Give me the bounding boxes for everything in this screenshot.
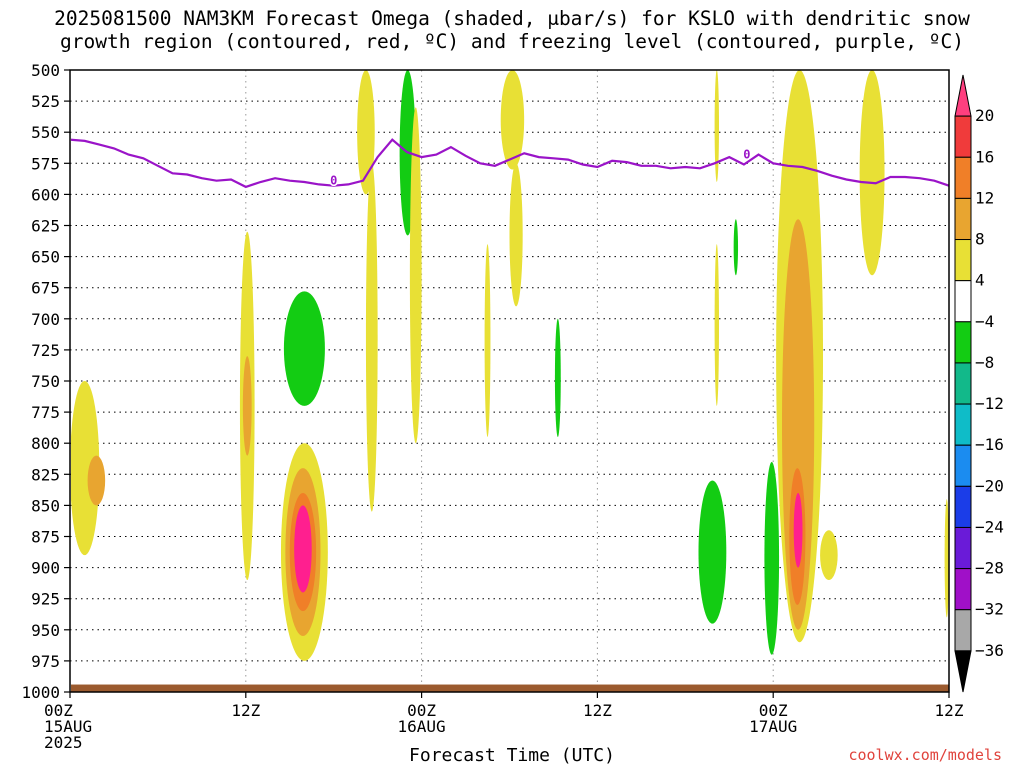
omega-region <box>294 505 312 593</box>
colorbar-bin <box>954 362 972 405</box>
y-tick-label: 500 <box>31 61 60 80</box>
x-tick-label: 17AUG <box>749 717 797 736</box>
freezing-level-contour: 00 <box>71 138 949 189</box>
colorbar-bin <box>954 444 972 487</box>
x-tick-label: 12Z <box>583 701 612 720</box>
colorbar-label: 12 <box>975 188 994 207</box>
omega-region <box>500 70 525 170</box>
y-tick-label: 975 <box>31 652 60 671</box>
y-tick-label: 525 <box>31 92 60 111</box>
colorbar-bin <box>954 485 972 528</box>
terrain-surface <box>71 684 949 692</box>
omega-region <box>509 163 523 307</box>
x-tick-label: 2025 <box>44 733 83 752</box>
y-tick-label: 600 <box>31 185 60 204</box>
omega-region <box>944 499 949 618</box>
x-tick-label: 00Z <box>44 701 73 720</box>
colorbar-label: −4 <box>975 312 994 331</box>
omega-region <box>733 219 739 276</box>
y-axis-ticks: 500 525 550 575 600 625 650 675 700 725 750 775 800 8… <box>21 61 70 702</box>
y-tick-label: 850 <box>31 496 60 515</box>
colorbar-bin <box>954 321 972 364</box>
colorbar-bin <box>954 403 972 446</box>
omega-region <box>714 244 719 406</box>
colorbar-bin <box>954 239 972 282</box>
y-tick-label: 800 <box>31 434 60 453</box>
omega-region <box>793 492 803 568</box>
colorbar-label: −12 <box>975 394 1004 413</box>
x-tick-label: 00Z <box>407 701 436 720</box>
omega-region <box>820 530 838 581</box>
colorbar-bin <box>954 115 972 158</box>
colorbar-label: −24 <box>975 517 1004 536</box>
omega-region <box>714 70 719 182</box>
y-tick-label: 950 <box>31 621 60 640</box>
x-tick-label: 15AUG <box>44 717 92 736</box>
colorbar-label: 20 <box>975 106 994 125</box>
colorbar-bottom-arrow <box>954 650 972 693</box>
omega-region <box>554 318 561 437</box>
freezing-level-line <box>71 138 949 189</box>
colorbar-label: 16 <box>975 147 994 166</box>
colorbar-label: −8 <box>975 353 994 372</box>
omega-region <box>698 480 727 624</box>
colorbar-label: 8 <box>975 230 985 249</box>
y-tick-label: 625 <box>31 217 60 236</box>
omega-region <box>357 70 375 195</box>
chart-title-line-2: growth region (contoured, red, ºC) and f… <box>60 30 964 53</box>
x-tick-label: 16AUG <box>398 717 446 736</box>
omega-region <box>764 461 780 655</box>
omega-region <box>484 244 491 437</box>
colorbar-bin <box>954 280 972 323</box>
y-tick-label: 1000 <box>21 683 60 702</box>
colorbar-label: −20 <box>975 476 1004 495</box>
x-axis-label: Forecast Time (UTC) <box>409 745 615 766</box>
chart-title-line-1: 2025081500 NAM3KM Forecast Omega (shaded… <box>54 7 970 30</box>
freezing-level-label: 0 <box>330 174 337 188</box>
y-tick-label: 575 <box>31 154 60 173</box>
omega-region <box>365 163 378 512</box>
colorbar-label: 4 <box>975 271 985 290</box>
colorbar-bin <box>954 197 972 241</box>
freezing-level-label: 0 <box>743 148 750 162</box>
colorbar: 20 16 12 8 4 −4 −8 −12 −16 −20 −24 −28 −32 −36 <box>954 74 1004 693</box>
x-tick-label: 12Z <box>935 701 964 720</box>
y-tick-label: 925 <box>31 590 60 609</box>
omega-region <box>859 70 885 276</box>
x-tick-label: 12Z <box>231 701 260 720</box>
omega-region <box>71 381 100 556</box>
y-tick-label: 700 <box>31 310 60 329</box>
y-tick-label: 725 <box>31 341 60 360</box>
y-tick-label: 650 <box>31 248 60 267</box>
x-tick-label: 00Z <box>759 701 788 720</box>
colorbar-bin <box>954 526 972 570</box>
colorbar-bin <box>954 568 972 611</box>
colorbar-top-arrow <box>954 74 972 117</box>
omega-region <box>87 455 106 506</box>
y-tick-label: 775 <box>31 403 60 422</box>
y-tick-label: 750 <box>31 372 60 391</box>
y-tick-label: 825 <box>31 465 60 484</box>
y-tick-label: 875 <box>31 528 60 547</box>
terrain-band <box>71 684 949 692</box>
y-tick-label: 550 <box>31 123 60 142</box>
colorbar-label: −16 <box>975 435 1004 454</box>
omega-region <box>283 291 325 406</box>
colorbar-label: −32 <box>975 600 1004 619</box>
colorbar-label: −28 <box>975 559 1004 578</box>
colorbar-label: −36 <box>975 641 1004 660</box>
credit-text: coolwx.com/models <box>848 746 1002 764</box>
omega-region <box>242 356 252 456</box>
colorbar-bin <box>954 609 972 652</box>
omega-region <box>409 107 422 444</box>
omega-shaded-regions <box>71 70 949 661</box>
colorbar-bin <box>954 156 972 199</box>
y-tick-label: 675 <box>31 279 60 298</box>
y-tick-label: 900 <box>31 559 60 578</box>
